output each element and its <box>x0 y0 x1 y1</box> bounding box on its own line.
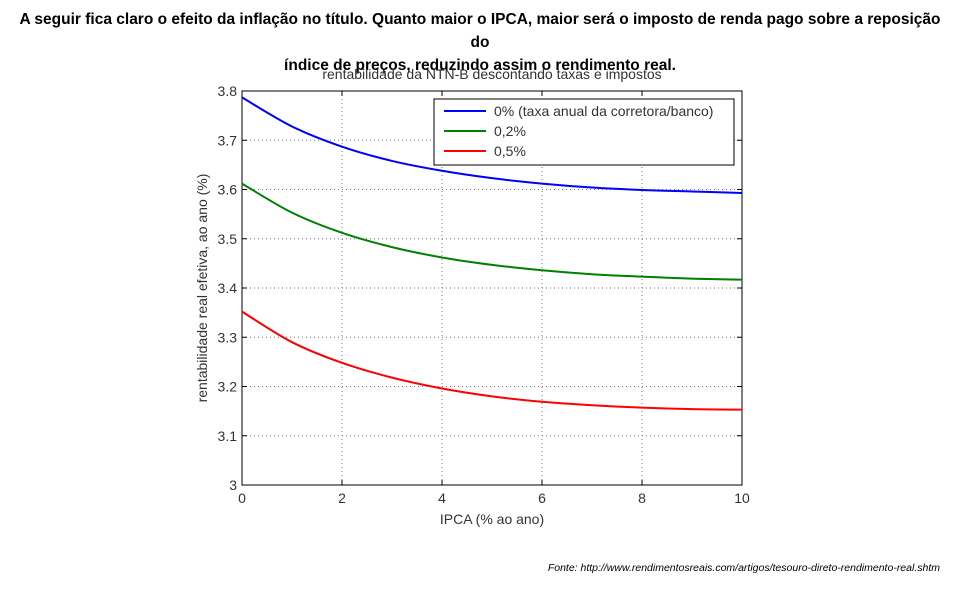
series-line <box>241 310 743 411</box>
series-lines <box>241 96 743 411</box>
x-tick-label: 10 <box>734 490 750 506</box>
legend-entry: 0% (taxa anual da corretora/banco) <box>494 103 713 119</box>
x-tick-label: 0 <box>238 490 246 506</box>
legend-entry: 0,5% <box>494 143 526 159</box>
y-tick-label: 3.3 <box>218 329 238 345</box>
heading-line-2: índice de preços, reduzindo assim o rend… <box>284 57 676 74</box>
legend: 0% (taxa anual da corretora/banco) 0,2% 0,… <box>433 98 735 166</box>
series-line <box>241 96 743 194</box>
heading: A seguir fica claro o efeito da inflação… <box>10 8 950 77</box>
axis-ticks: 0 2 4 6 8 10 3 3.1 3.2 3.3 3.4 3.5 3.6 3.7 3.8 <box>218 83 750 506</box>
legend-entry: 0,2% <box>494 123 526 139</box>
y-axis-label: rentabilidade real efetiva, ao ano (%) <box>194 174 210 403</box>
series-line <box>241 182 743 281</box>
x-tick-label: 2 <box>338 490 346 506</box>
y-tick-label: 3.4 <box>218 280 238 296</box>
x-axis-label: IPCA (% ao ano) <box>440 511 544 527</box>
x-tick-label: 8 <box>638 490 646 506</box>
x-tick-label: 4 <box>438 490 446 506</box>
x-tick-label: 6 <box>538 490 546 506</box>
chart-title: rentabilidade da NTN-B descontando taxas… <box>322 66 661 82</box>
y-tick-label: 3.7 <box>218 132 238 148</box>
y-tick-label: 3.1 <box>218 428 238 444</box>
y-tick-label: 3.2 <box>218 379 238 395</box>
y-tick-label: 3.5 <box>218 231 238 247</box>
y-tick-label: 3 <box>229 477 237 493</box>
heading-line-1: A seguir fica claro o efeito da inflação… <box>19 11 941 51</box>
source-citation: Fonte: http://www.rendimentosreais.com/a… <box>547 562 940 574</box>
y-tick-label: 3.8 <box>218 83 238 99</box>
y-tick-label: 3.6 <box>218 182 238 198</box>
